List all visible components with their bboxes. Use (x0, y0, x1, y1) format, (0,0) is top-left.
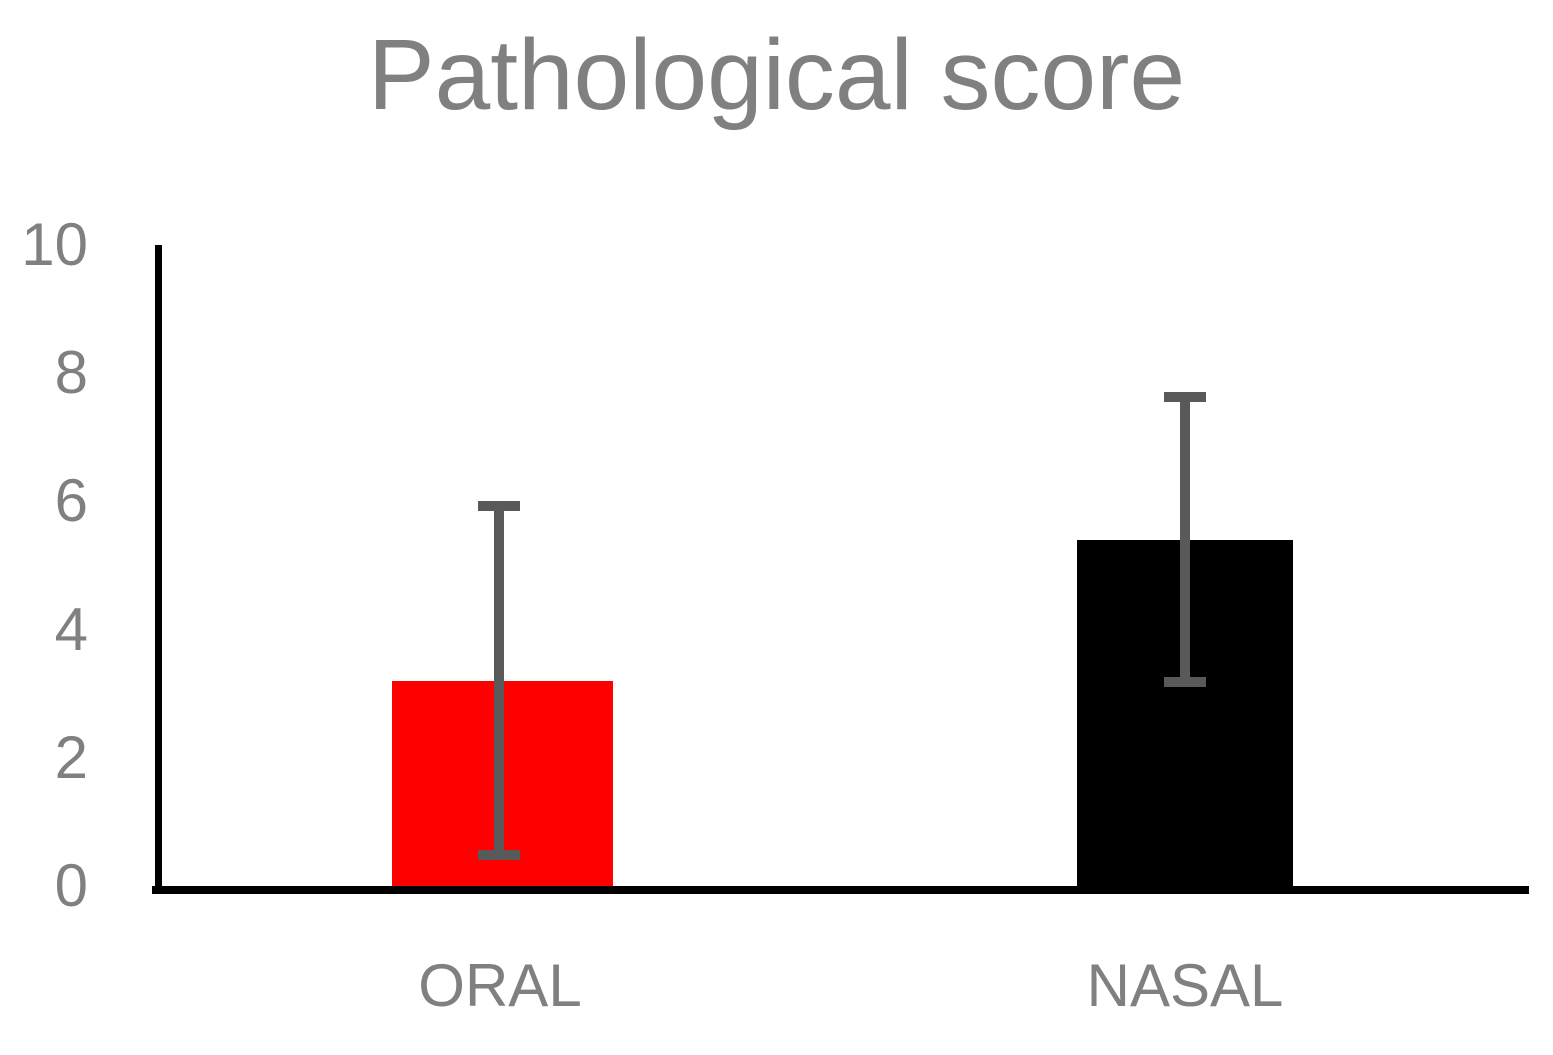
y-axis-tick-label: 8 (54, 339, 88, 407)
error-bar-stem (1180, 392, 1190, 688)
error-bar-stem (494, 501, 504, 861)
y-axis-tick-label: 10 (21, 211, 88, 278)
category-label-nasal: NASAL (1086, 952, 1284, 1019)
error-bar-nasal (1164, 392, 1206, 688)
category-label-oral: ORAL (418, 952, 582, 1019)
y-axis-tick-label: 0 (54, 852, 88, 919)
y-axis-tick-label: 2 (54, 723, 88, 791)
x-axis-line (152, 886, 1529, 894)
y-axis-tick-label: 6 (54, 467, 88, 535)
y-axis-tick-label: 4 (54, 595, 88, 663)
y-axis-line (155, 245, 162, 894)
error-bar-bottom-cap (478, 850, 520, 861)
chart-title: Pathological score (367, 19, 1186, 131)
error-bar-oral (478, 501, 520, 861)
error-bar-bottom-cap (1164, 677, 1206, 688)
